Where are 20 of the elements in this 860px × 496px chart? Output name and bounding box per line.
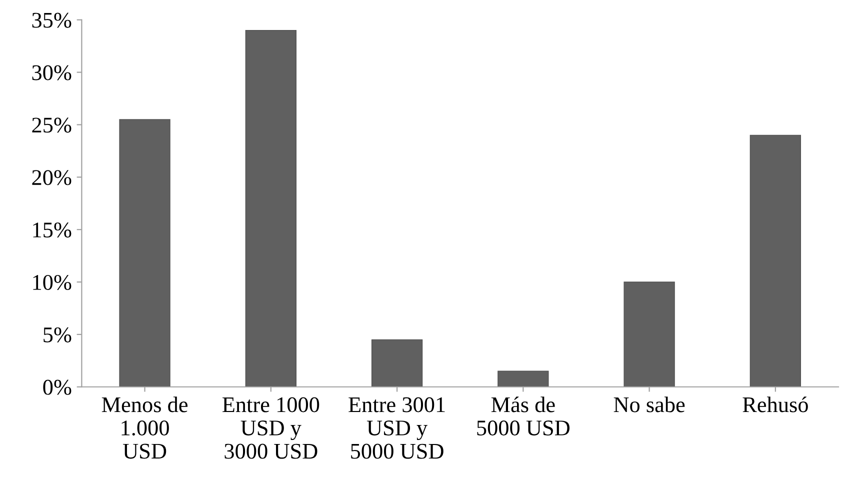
bar bbox=[624, 282, 675, 387]
x-tick-label: Entre 1000 USD y 3000 USD bbox=[222, 397, 320, 459]
bar bbox=[119, 119, 170, 387]
bar bbox=[498, 370, 549, 387]
y-tick-label: 25% bbox=[32, 118, 72, 133]
bar bbox=[750, 134, 802, 387]
bar bbox=[245, 30, 296, 387]
x-tick-label: Menos de 1.000 USD bbox=[102, 396, 188, 459]
x-tick-label: Entre 3001 USD y 5000 USD bbox=[348, 397, 445, 459]
y-tick-label: 15% bbox=[33, 222, 72, 238]
x-tick-label: No sabe bbox=[614, 396, 685, 412]
y-tick-label: 5% bbox=[44, 327, 72, 342]
y-tick-label: 30% bbox=[32, 65, 72, 80]
x-tick-label: Rehusó bbox=[742, 396, 808, 412]
y-tick-label: 35% bbox=[32, 12, 72, 28]
x-tick-label: Más de 5000 USD bbox=[477, 396, 570, 436]
y-tick-label: 20% bbox=[32, 170, 72, 186]
bar bbox=[371, 339, 423, 387]
y-tick-label: 10% bbox=[33, 274, 72, 290]
y-tick-label: 0% bbox=[43, 380, 72, 395]
